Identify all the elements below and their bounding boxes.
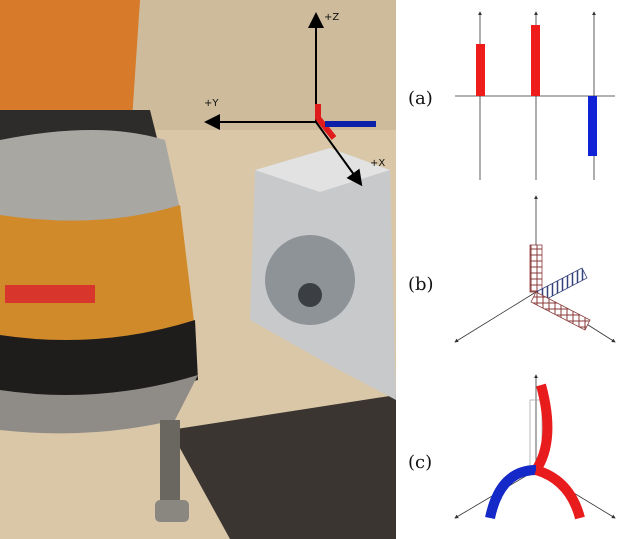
figure: +Z +Y +X (a) (b) (c) (0, 0, 619, 539)
axis-label: +Z (324, 12, 339, 23)
photo (0, 0, 396, 539)
panel-label: (a) (408, 88, 433, 109)
panel-label: (b) (408, 274, 434, 295)
panel-label: (c) (408, 452, 432, 473)
panel-b (455, 196, 615, 342)
axis-label: +Y (204, 98, 219, 109)
panel-a (455, 12, 615, 180)
axis-label: +X (370, 158, 385, 169)
panel-c (455, 375, 615, 518)
page: +Z +Y +X (a) (b) (c) (() => { const data… (0, 0, 619, 539)
